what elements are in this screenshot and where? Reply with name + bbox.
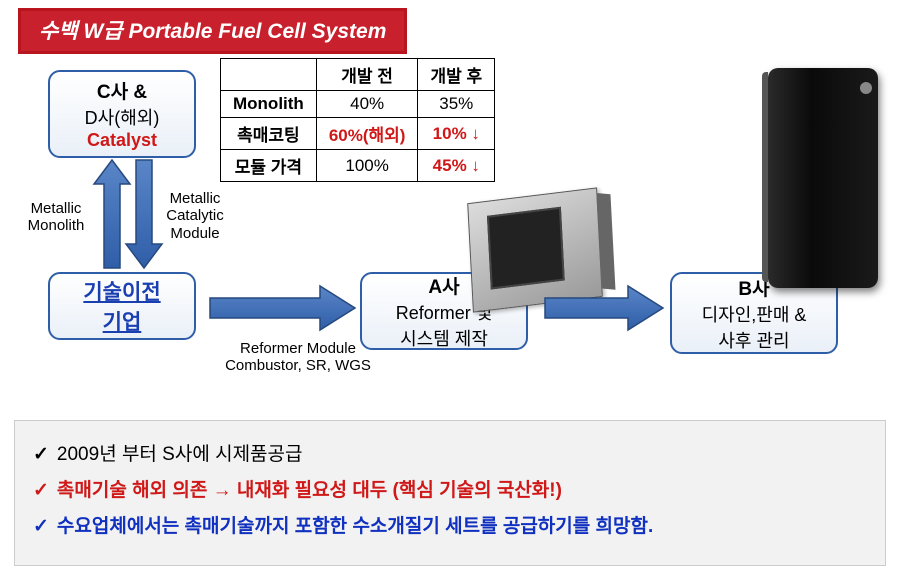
box-company-cd: C사 & D사(해외) Catalyst (48, 70, 196, 158)
label-metallic-monolith: MetallicMonolith (22, 200, 90, 235)
cell-label: 모듈 가격 (221, 150, 317, 182)
cell-after: 10% ↓ (418, 118, 495, 150)
table-row: 촉매코팅 60%(해외) 10% ↓ (221, 118, 495, 150)
box-line: D사(해외) (85, 104, 160, 130)
bullet-item: ✓ 수요업체에서는 촉매기술까지 포함한 수소개질기 세트를 공급하기를 희망함… (33, 509, 867, 545)
box-line: 기술이전 (83, 276, 160, 306)
arrow-up-icon (94, 160, 130, 268)
bullet-text: 수요업체에서는 촉매기술까지 포함한 수소개질기 세트를 공급하기를 희망함. (57, 509, 653, 545)
bullet-box: ✓ 2009년 부터 S사에 시제품공급 ✓ 촉매기술 해외 의존 → 내재화 … (14, 420, 886, 566)
cell-before: 60%(해외) (316, 118, 418, 150)
table-header-after: 개발 후 (418, 59, 495, 91)
table-header-row: 개발 전 개발 후 (221, 59, 495, 91)
cell-after: 45% ↓ (418, 150, 495, 182)
cell-after: 35% (418, 91, 495, 118)
arrow-right-icon (210, 286, 355, 330)
box-line: 디자인,판매 & (702, 301, 807, 327)
box-line: 사후 관리 (718, 327, 789, 353)
box-line: 기업 (103, 306, 142, 336)
cell-label: Monolith (221, 91, 317, 118)
table-row: Monolith 40% 35% (221, 91, 495, 118)
table-header-blank (221, 59, 317, 91)
cell-before: 100% (316, 150, 418, 182)
box-line: C사 & (97, 77, 147, 104)
product-reformer-image (467, 187, 603, 312)
comparison-table: 개발 전 개발 후 Monolith 40% 35% 촉매코팅 60%(해외) … (220, 58, 495, 182)
title-banner: 수백 W급 Portable Fuel Cell System (18, 8, 407, 54)
product-final-image (768, 68, 878, 288)
cell-before: 40% (316, 91, 418, 118)
title-text: 수백 W급 Portable Fuel Cell System (39, 20, 386, 43)
box-line: 시스템 제작 (400, 325, 488, 351)
label-reformer-module: Reformer ModuleCombustor, SR, WGS (218, 340, 378, 375)
table-row: 모듈 가격 100% 45% ↓ (221, 150, 495, 182)
box-line: Catalyst (87, 130, 157, 151)
table-header-before: 개발 전 (316, 59, 418, 91)
bullet-item: ✓ 2009년 부터 S사에 시제품공급 (33, 437, 867, 473)
bullet-text: 2009년 부터 S사에 시제품공급 (57, 437, 303, 473)
check-icon: ✓ (33, 437, 49, 473)
label-metallic-catalytic-module: MetallicCatalyticModule (158, 190, 232, 242)
check-icon: ✓ (33, 473, 49, 509)
bullet-item: ✓ 촉매기술 해외 의존 → 내재화 필요성 대두 (핵심 기술의 국산화!) (33, 473, 867, 509)
check-icon: ✓ (33, 509, 49, 545)
cell-label: 촉매코팅 (221, 118, 317, 150)
box-tech-transfer: 기술이전 기업 (48, 272, 196, 340)
box-line: A사 (428, 272, 459, 299)
bullet-text: 촉매기술 해외 의존 → 내재화 필요성 대두 (핵심 기술의 국산화!) (57, 473, 562, 509)
arrow-down-icon (126, 160, 162, 268)
